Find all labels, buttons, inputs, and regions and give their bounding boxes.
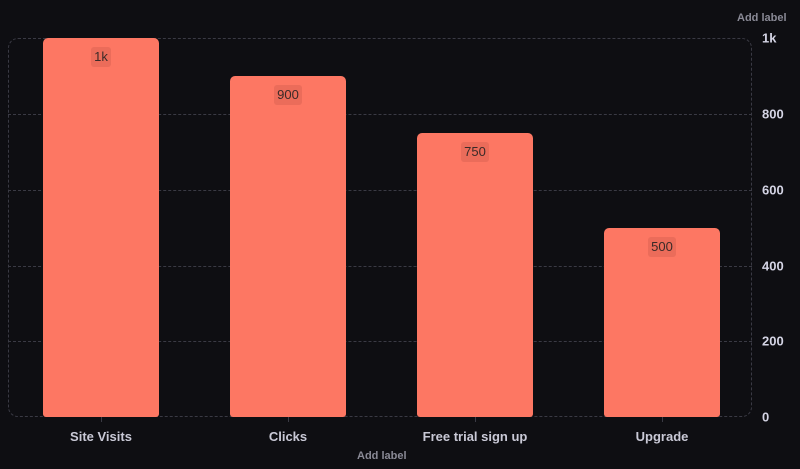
bar-value-label: 500 (648, 237, 676, 257)
bar-value-label: 900 (274, 85, 302, 105)
plot-area (8, 38, 752, 417)
y-tick-label: 600 (762, 182, 784, 198)
y-tick-label: 1k (762, 30, 777, 46)
x-axis-title[interactable]: Add label (357, 450, 407, 462)
y-tick-label: 200 (762, 333, 784, 349)
gridline-800 (8, 114, 752, 115)
y-tick-label: 800 (762, 106, 784, 122)
bar-site-visits[interactable]: 1k (43, 38, 159, 417)
bar-value-label: 1k (91, 47, 111, 67)
gridline-400 (8, 266, 752, 267)
bar-upgrade[interactable]: 500 (604, 228, 720, 417)
x-tick-label: Free trial sign up (422, 429, 528, 444)
y-axis-title[interactable]: Add label (737, 12, 787, 24)
x-tick (288, 417, 289, 422)
y-tick-label: 400 (762, 258, 784, 274)
bar-value-label: 750 (461, 142, 489, 162)
bar-free-trial-sign-up[interactable]: 750 (417, 133, 533, 417)
x-tick (475, 417, 476, 422)
gridline-200 (8, 341, 752, 342)
x-tick-label: Site Visits (70, 429, 132, 444)
x-tick (662, 417, 663, 422)
gridline-600 (8, 190, 752, 191)
y-tick-label: 0 (762, 409, 770, 425)
x-tick (101, 417, 102, 422)
x-tick-label: Clicks (268, 429, 308, 444)
bar-clicks[interactable]: 900 (230, 76, 346, 417)
x-tick-label: Upgrade (635, 429, 689, 444)
